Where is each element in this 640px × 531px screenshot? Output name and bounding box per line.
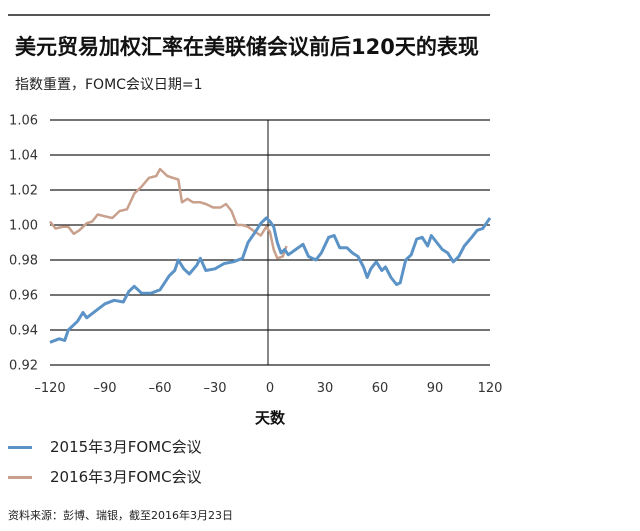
x-tick-label: 30 [317,381,334,396]
gridlines [50,119,490,366]
x-axis-ticks: –120 –90 –60 –30 0 30 60 90 120 [34,381,502,396]
y-axis-ticks: 0.92 0.94 0.96 0.98 1.00 1.02 1.04 1.06 [9,114,38,374]
source-note: 资料来源：彭博、瑞银，截至2016年3月23日 [8,509,233,522]
x-axis-label: 天数 [254,409,285,427]
x-tick-label: 90 [427,381,444,396]
x-tick-label: –120 [34,381,65,396]
y-tick-label: 0.98 [9,254,38,269]
legend-swatch-2015 [8,446,32,449]
legend-item-2016: 2016年3月FOMC会议 [8,466,202,487]
legend-label-2015: 2015年3月FOMC会议 [50,438,202,456]
legend-item-2015: 2015年3月FOMC会议 [8,436,202,457]
series-line-2016 [49,167,288,260]
x-tick-label: –30 [203,381,226,396]
chart-subtitle: 指数重置，FOMC会议日期=1 [15,77,203,93]
y-tick-label: 1.02 [9,184,38,199]
x-tick-label: 120 [478,381,503,396]
y-tick-label: 0.94 [9,324,38,339]
top-rule [8,14,490,16]
legend-swatch-2016 [8,476,32,479]
y-tick-label: 1.00 [9,219,38,234]
y-tick-label: 1.06 [9,114,38,129]
series-lines [49,167,492,344]
x-tick-label: 60 [372,381,389,396]
x-tick-label: –60 [148,381,171,396]
y-tick-label: 0.96 [9,289,38,304]
y-tick-label: 0.92 [9,359,38,374]
legend-label-2016: 2016年3月FOMC会议 [50,468,202,486]
y-tick-label: 1.04 [9,149,38,164]
chart-title: 美元贸易加权汇率在美联储会议前后120天的表现 [15,35,479,59]
x-tick-label: –90 [93,381,116,396]
x-tick-label: 0 [266,381,274,396]
series-line-2015 [49,216,492,344]
